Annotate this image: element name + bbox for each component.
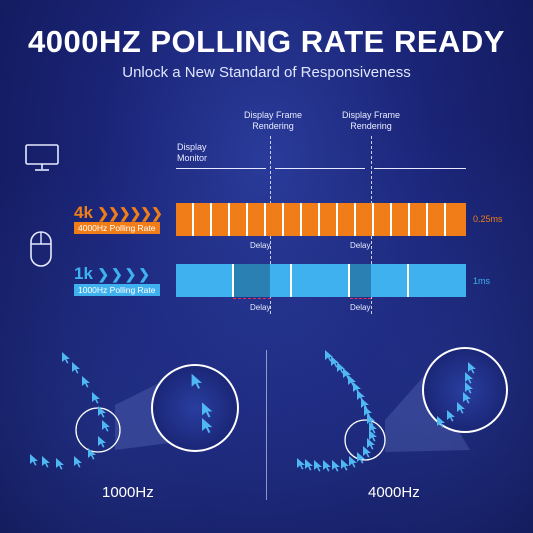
bar-4k-cell <box>428 203 446 236</box>
rate-1k-short: 1k <box>74 264 93 283</box>
rate-4k-caption: 4000Hz Polling Rate <box>74 222 160 234</box>
bar-1k-cell <box>371 264 409 297</box>
bar-1k-cell <box>292 264 350 297</box>
rate-4k-chevrons: ❯❯❯❯❯❯ <box>97 205 162 221</box>
bar-4k-cell <box>248 203 266 236</box>
bar-4k-cell <box>284 203 302 236</box>
monitor-timeline <box>176 168 266 169</box>
comparison-divider <box>266 350 267 500</box>
cursor-trail-4000hz <box>297 347 508 472</box>
bar-4k-cell <box>446 203 466 236</box>
bar-4k-cell <box>374 203 392 236</box>
bar-4k-cell <box>320 203 338 236</box>
monitor-timeline-segment-3 <box>374 168 466 169</box>
delay-label-4k-1: Delay <box>250 241 271 250</box>
rate-1k-interval: 1ms <box>473 276 491 286</box>
bar-4k-cell <box>302 203 320 236</box>
rate-4k-short: 4k <box>74 203 93 222</box>
bar-4k-cell <box>230 203 248 236</box>
bar-1k-cell <box>270 264 292 297</box>
rate-4k-interval: 0.25ms <box>473 214 503 224</box>
cursor-trail-1000hz <box>30 352 239 470</box>
bar-4k-cell <box>392 203 410 236</box>
page-title: 4000HZ POLLING RATE READY <box>27 24 505 59</box>
rate-1k-caption: 1000Hz Polling Rate <box>74 284 160 296</box>
rate-4k-bar <box>176 203 466 236</box>
bar-4k-cell <box>338 203 356 236</box>
delay-bracket-2 <box>350 298 371 299</box>
bar-1k-cell <box>409 264 466 297</box>
frame-rendering-label-2: Display Frame Rendering <box>341 110 400 131</box>
bar-4k-cell <box>356 203 374 236</box>
label-4000hz: 4000Hz <box>368 484 420 501</box>
frame-rendering-label-1: Display Frame Rendering <box>243 110 302 131</box>
delay-bracket-1 <box>233 298 271 299</box>
bar-1k-cell <box>176 264 234 297</box>
bar-1k-cell-delay <box>350 264 371 297</box>
page-subtitle: Unlock a New Standard of Responsiveness <box>122 64 411 81</box>
monitor-timeline-segment-2 <box>275 168 365 169</box>
mouse-icon <box>30 231 52 267</box>
delay-label-1k-1: Delay <box>250 303 271 312</box>
bar-4k-cell <box>266 203 284 236</box>
bar-4k-cell <box>194 203 212 236</box>
rate-1k-badge: 1k ❯ ❯ ❯ ❯ <box>74 264 150 284</box>
rate-1k-bar <box>176 264 466 297</box>
bar-1k-cell-delay <box>234 264 270 297</box>
label-1000hz: 1000Hz <box>102 484 154 501</box>
monitor-icon <box>25 144 59 171</box>
bar-4k-cell <box>410 203 428 236</box>
display-monitor-label: Display Monitor <box>177 142 208 163</box>
bar-4k-cell <box>212 203 230 236</box>
rate-1k-chevrons: ❯ ❯ ❯ ❯ <box>97 266 150 282</box>
bar-4k-cell <box>176 203 194 236</box>
rate-4k-badge: 4k ❯❯❯❯❯❯ <box>74 203 163 223</box>
delay-label-1k-2: Delay <box>350 303 371 312</box>
delay-label-4k-2: Delay <box>350 241 371 250</box>
